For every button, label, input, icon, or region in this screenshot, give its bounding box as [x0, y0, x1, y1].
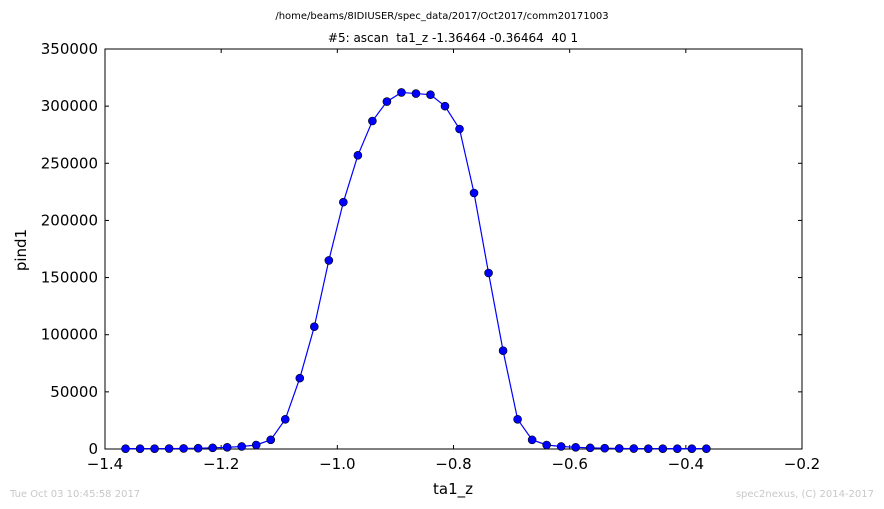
ticks-layer: −1.4 −1.2 −1.0 −0.8 −0.6 −0.4 −0.2 0 50000 100000… [41, 40, 820, 473]
data-point [353, 150, 363, 160]
data-point [600, 443, 610, 453]
data-point [702, 444, 711, 453]
footer-timestamp: Tue Oct 03 10:45:58 2017 [10, 489, 141, 500]
data-point [150, 444, 159, 453]
data-point [614, 444, 624, 453]
x-tick-label: −0.6 [551, 455, 587, 473]
y-tick-label: 200000 [41, 211, 98, 229]
data-point [585, 443, 595, 453]
data-point [208, 443, 217, 453]
x-tick-label: −1.2 [203, 455, 239, 473]
data-point [411, 89, 421, 98]
series-line [125, 91, 707, 450]
y-tick-label: 0 [88, 440, 98, 458]
y-tick-label: 350000 [41, 40, 98, 58]
x-tick-label: −0.2 [784, 455, 820, 473]
data-point [295, 373, 305, 383]
footer-credit: spec2nexus, (C) 2014-2017 [735, 489, 874, 500]
data-point [440, 101, 450, 111]
data-point [222, 442, 232, 452]
data-point [673, 444, 682, 453]
x-tick-label: −0.4 [668, 455, 704, 473]
chart-suptitle: /home/beams/8IDIUSER/spec_data/2017/Oct2… [275, 11, 608, 22]
data-point [687, 444, 697, 453]
x-tick-label: −1.4 [87, 455, 123, 473]
data-point [280, 414, 290, 424]
y-tick-label: 50000 [50, 383, 98, 401]
y-tick-label: 250000 [41, 154, 98, 172]
x-tick-label: −0.8 [435, 455, 471, 473]
data-point [310, 322, 319, 332]
y-tick-label: 300000 [41, 97, 98, 115]
x-axis-label: ta1_z [433, 480, 473, 499]
plot-area [104, 48, 803, 450]
data-point [121, 444, 130, 453]
data-point [484, 268, 493, 278]
data-point [643, 444, 653, 453]
data-point [513, 414, 522, 424]
data-point [397, 88, 406, 97]
chart-title: #5: ascan ta1_z -1.36464 -0.36464 40 1 [328, 31, 578, 45]
data-point [382, 97, 392, 106]
data-point [469, 188, 479, 198]
y-axis-label: pind1 [12, 229, 30, 271]
data-point [658, 444, 668, 453]
data-point [251, 440, 261, 450]
data-point [135, 444, 145, 453]
data-point [571, 442, 580, 452]
data-point [237, 442, 247, 451]
data-point [455, 124, 464, 134]
data-point [266, 435, 276, 445]
y-tick-label: 150000 [41, 269, 98, 287]
data-point [542, 440, 551, 450]
data-point [629, 444, 639, 453]
data-point [556, 442, 566, 451]
data-point [179, 444, 188, 453]
series-layer [121, 88, 711, 453]
data-point [164, 444, 174, 453]
data-point [368, 116, 377, 126]
y-tick-label: 100000 [41, 326, 98, 344]
x-tick-label: −1.0 [319, 455, 355, 473]
data-point [324, 256, 334, 265]
data-point [193, 443, 203, 453]
data-point [339, 197, 348, 207]
data-point [527, 435, 537, 445]
data-point [498, 346, 508, 356]
data-point [426, 90, 435, 100]
